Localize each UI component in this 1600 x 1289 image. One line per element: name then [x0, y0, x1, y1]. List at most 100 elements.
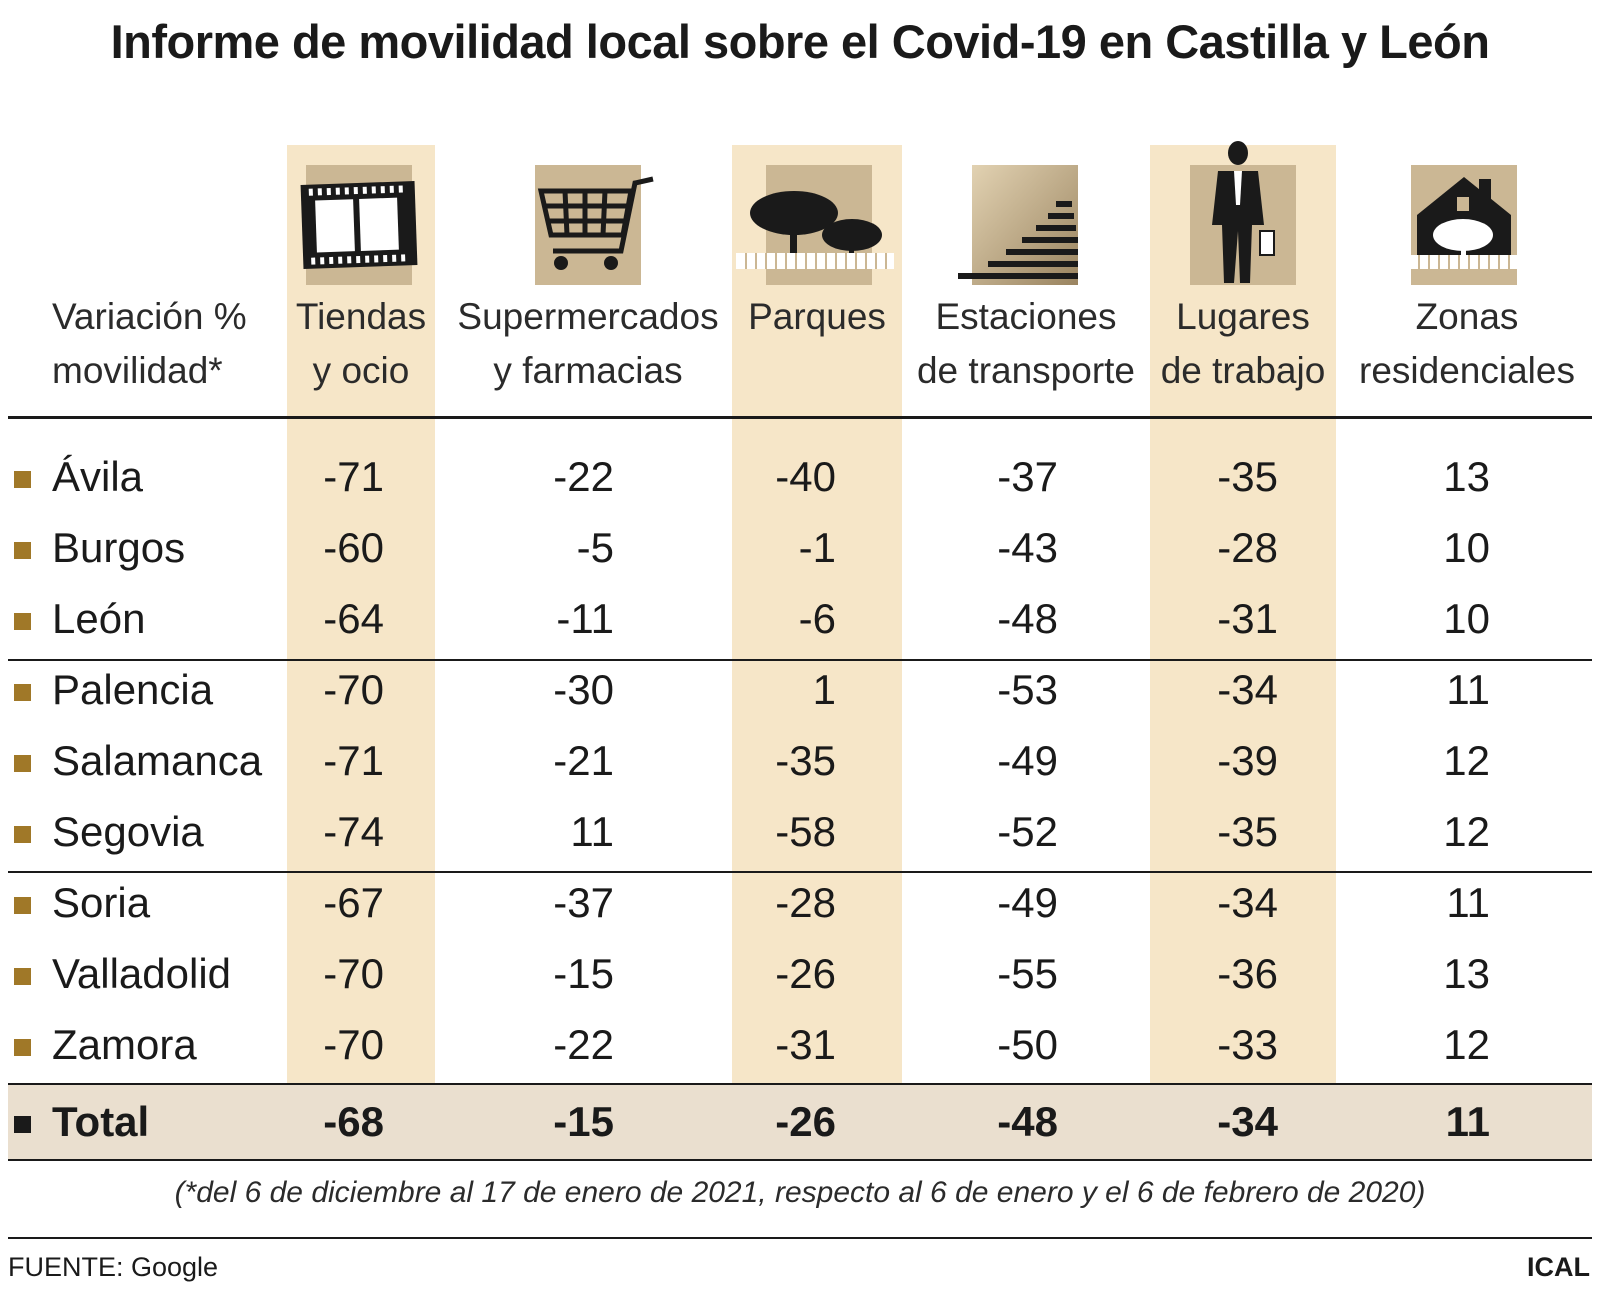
province-value: -35 [775, 737, 836, 784]
province-value: -34 [1217, 879, 1278, 926]
province-value: -31 [1217, 595, 1278, 642]
province-value: -48 [997, 595, 1058, 642]
source-label: FUENTE: Google [8, 1252, 219, 1282]
province-value: -52 [997, 808, 1058, 855]
province-value: -34 [1217, 666, 1278, 713]
row-header-line2: movilidad* [52, 350, 223, 391]
province-value: -26 [775, 950, 836, 997]
province-name: Ávila [52, 453, 144, 500]
column-band-trabajo [1150, 145, 1336, 1083]
province-value: 11 [570, 808, 614, 855]
province-value: 12 [1443, 1021, 1490, 1068]
row-header-line1: Variación % [52, 296, 247, 337]
total-value: -34 [1217, 1098, 1278, 1145]
province-value: -53 [997, 666, 1058, 713]
province-value: -70 [323, 1021, 384, 1068]
province-value: -5 [576, 524, 614, 571]
province-value: -33 [1217, 1021, 1278, 1068]
table-row: Zamora -70 -22 -31 -50 -33 12 [0, 1010, 1600, 1080]
header-tiendas: Tiendas y ocio [281, 290, 441, 398]
header-supermercados: Supermercados y farmacias [443, 290, 733, 398]
row-bullet [14, 1116, 31, 1133]
province-value: -35 [1217, 808, 1278, 855]
province-value: -28 [1217, 524, 1278, 571]
province-value: -64 [323, 595, 384, 642]
province-value: -37 [553, 879, 614, 926]
row-bullet [14, 826, 31, 843]
province-value: -50 [997, 1021, 1058, 1068]
total-divider-bottom [8, 1159, 1592, 1161]
table-row: Segovia -74 11 -58 -52 -35 12 [0, 797, 1600, 867]
table-row: Burgos -60 -5 -1 -43 -28 10 [0, 513, 1600, 583]
header-trabajo: Lugares de trabajo [1150, 290, 1336, 398]
province-value: -71 [323, 737, 384, 784]
province-value: 11 [1446, 879, 1490, 926]
header-line2: y farmacias [493, 350, 683, 391]
stairs-icon [958, 165, 1078, 285]
province-name: Soria [52, 879, 151, 926]
table-row: Valladolid -70 -15 -26 -55 -36 13 [0, 939, 1600, 1009]
row-bullet [14, 1039, 31, 1056]
header-residenciales: Zonas residenciales [1338, 290, 1596, 398]
header-line1: Zonas [1415, 296, 1519, 337]
province-value: -49 [997, 879, 1058, 926]
province-value: -39 [1217, 737, 1278, 784]
businessman-icon [1190, 141, 1296, 285]
province-value: -70 [323, 666, 384, 713]
footer-divider [8, 1237, 1592, 1239]
film-strip-icon [300, 165, 418, 285]
table-row: Soria -67 -37 -28 -49 -34 11 [0, 868, 1600, 938]
province-value: 13 [1443, 453, 1490, 500]
province-value: 12 [1443, 737, 1490, 784]
header-divider [8, 416, 1592, 419]
province-value: -71 [323, 453, 384, 500]
row-bullet [14, 968, 31, 985]
group-divider [8, 871, 1592, 873]
province-name: Burgos [52, 524, 186, 571]
province-value: -22 [553, 453, 614, 500]
province-value: -40 [775, 453, 836, 500]
table-row: Palencia -70 -30 1 -53 -34 11 [0, 655, 1600, 725]
total-value: -26 [775, 1098, 836, 1145]
province-value: -67 [323, 879, 384, 926]
shopping-cart-icon [535, 165, 654, 285]
province-value: -15 [553, 950, 614, 997]
province-value: -21 [553, 737, 614, 784]
province-value: -49 [997, 737, 1058, 784]
table-row: Ávila -71 -22 -40 -37 -35 13 [0, 442, 1600, 512]
province-value: -37 [997, 453, 1058, 500]
province-value: -74 [323, 808, 384, 855]
province-name: León [52, 595, 146, 642]
province-value: 13 [1443, 950, 1490, 997]
table-row: Salamanca -71 -21 -35 -49 -39 12 [0, 726, 1600, 796]
group-divider [8, 659, 1592, 661]
province-value: -31 [775, 1021, 836, 1068]
header-parques: Parques [737, 290, 897, 344]
province-value: -58 [775, 808, 836, 855]
province-value: -60 [323, 524, 384, 571]
province-value: -6 [798, 595, 836, 642]
province-value: 12 [1443, 808, 1490, 855]
column-band-parques [732, 145, 902, 1083]
province-value: -70 [323, 950, 384, 997]
row-bullet [14, 471, 31, 488]
row-bullet [14, 684, 31, 701]
province-name: Salamanca [52, 737, 263, 784]
province-value: 11 [1446, 666, 1490, 713]
province-value: -35 [1217, 453, 1278, 500]
header-line1: Estaciones [935, 296, 1117, 337]
province-name: Valladolid [52, 950, 232, 997]
header-line2: de trabajo [1160, 350, 1326, 391]
row-header: Variación % movilidad* [52, 290, 247, 398]
header-line1: Parques [748, 296, 886, 337]
table-row: León -64 -11 -6 -48 -31 10 [0, 584, 1600, 654]
row-bullet [14, 613, 31, 630]
header-line1: Tiendas [295, 296, 427, 337]
total-divider-top [8, 1083, 1592, 1085]
province-name: Zamora [52, 1021, 197, 1068]
province-value: -1 [798, 524, 836, 571]
province-name: Segovia [52, 808, 204, 855]
province-name: Palencia [52, 666, 214, 713]
province-value: -28 [775, 879, 836, 926]
province-value: -43 [997, 524, 1058, 571]
